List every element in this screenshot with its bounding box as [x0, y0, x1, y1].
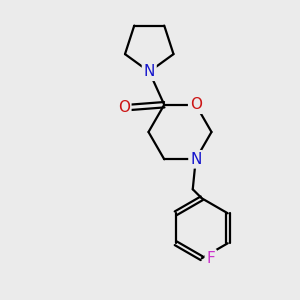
Text: O: O	[118, 100, 130, 115]
Text: N: N	[190, 152, 201, 167]
Text: O: O	[190, 97, 202, 112]
Text: N: N	[144, 64, 155, 79]
Text: F: F	[206, 251, 215, 266]
